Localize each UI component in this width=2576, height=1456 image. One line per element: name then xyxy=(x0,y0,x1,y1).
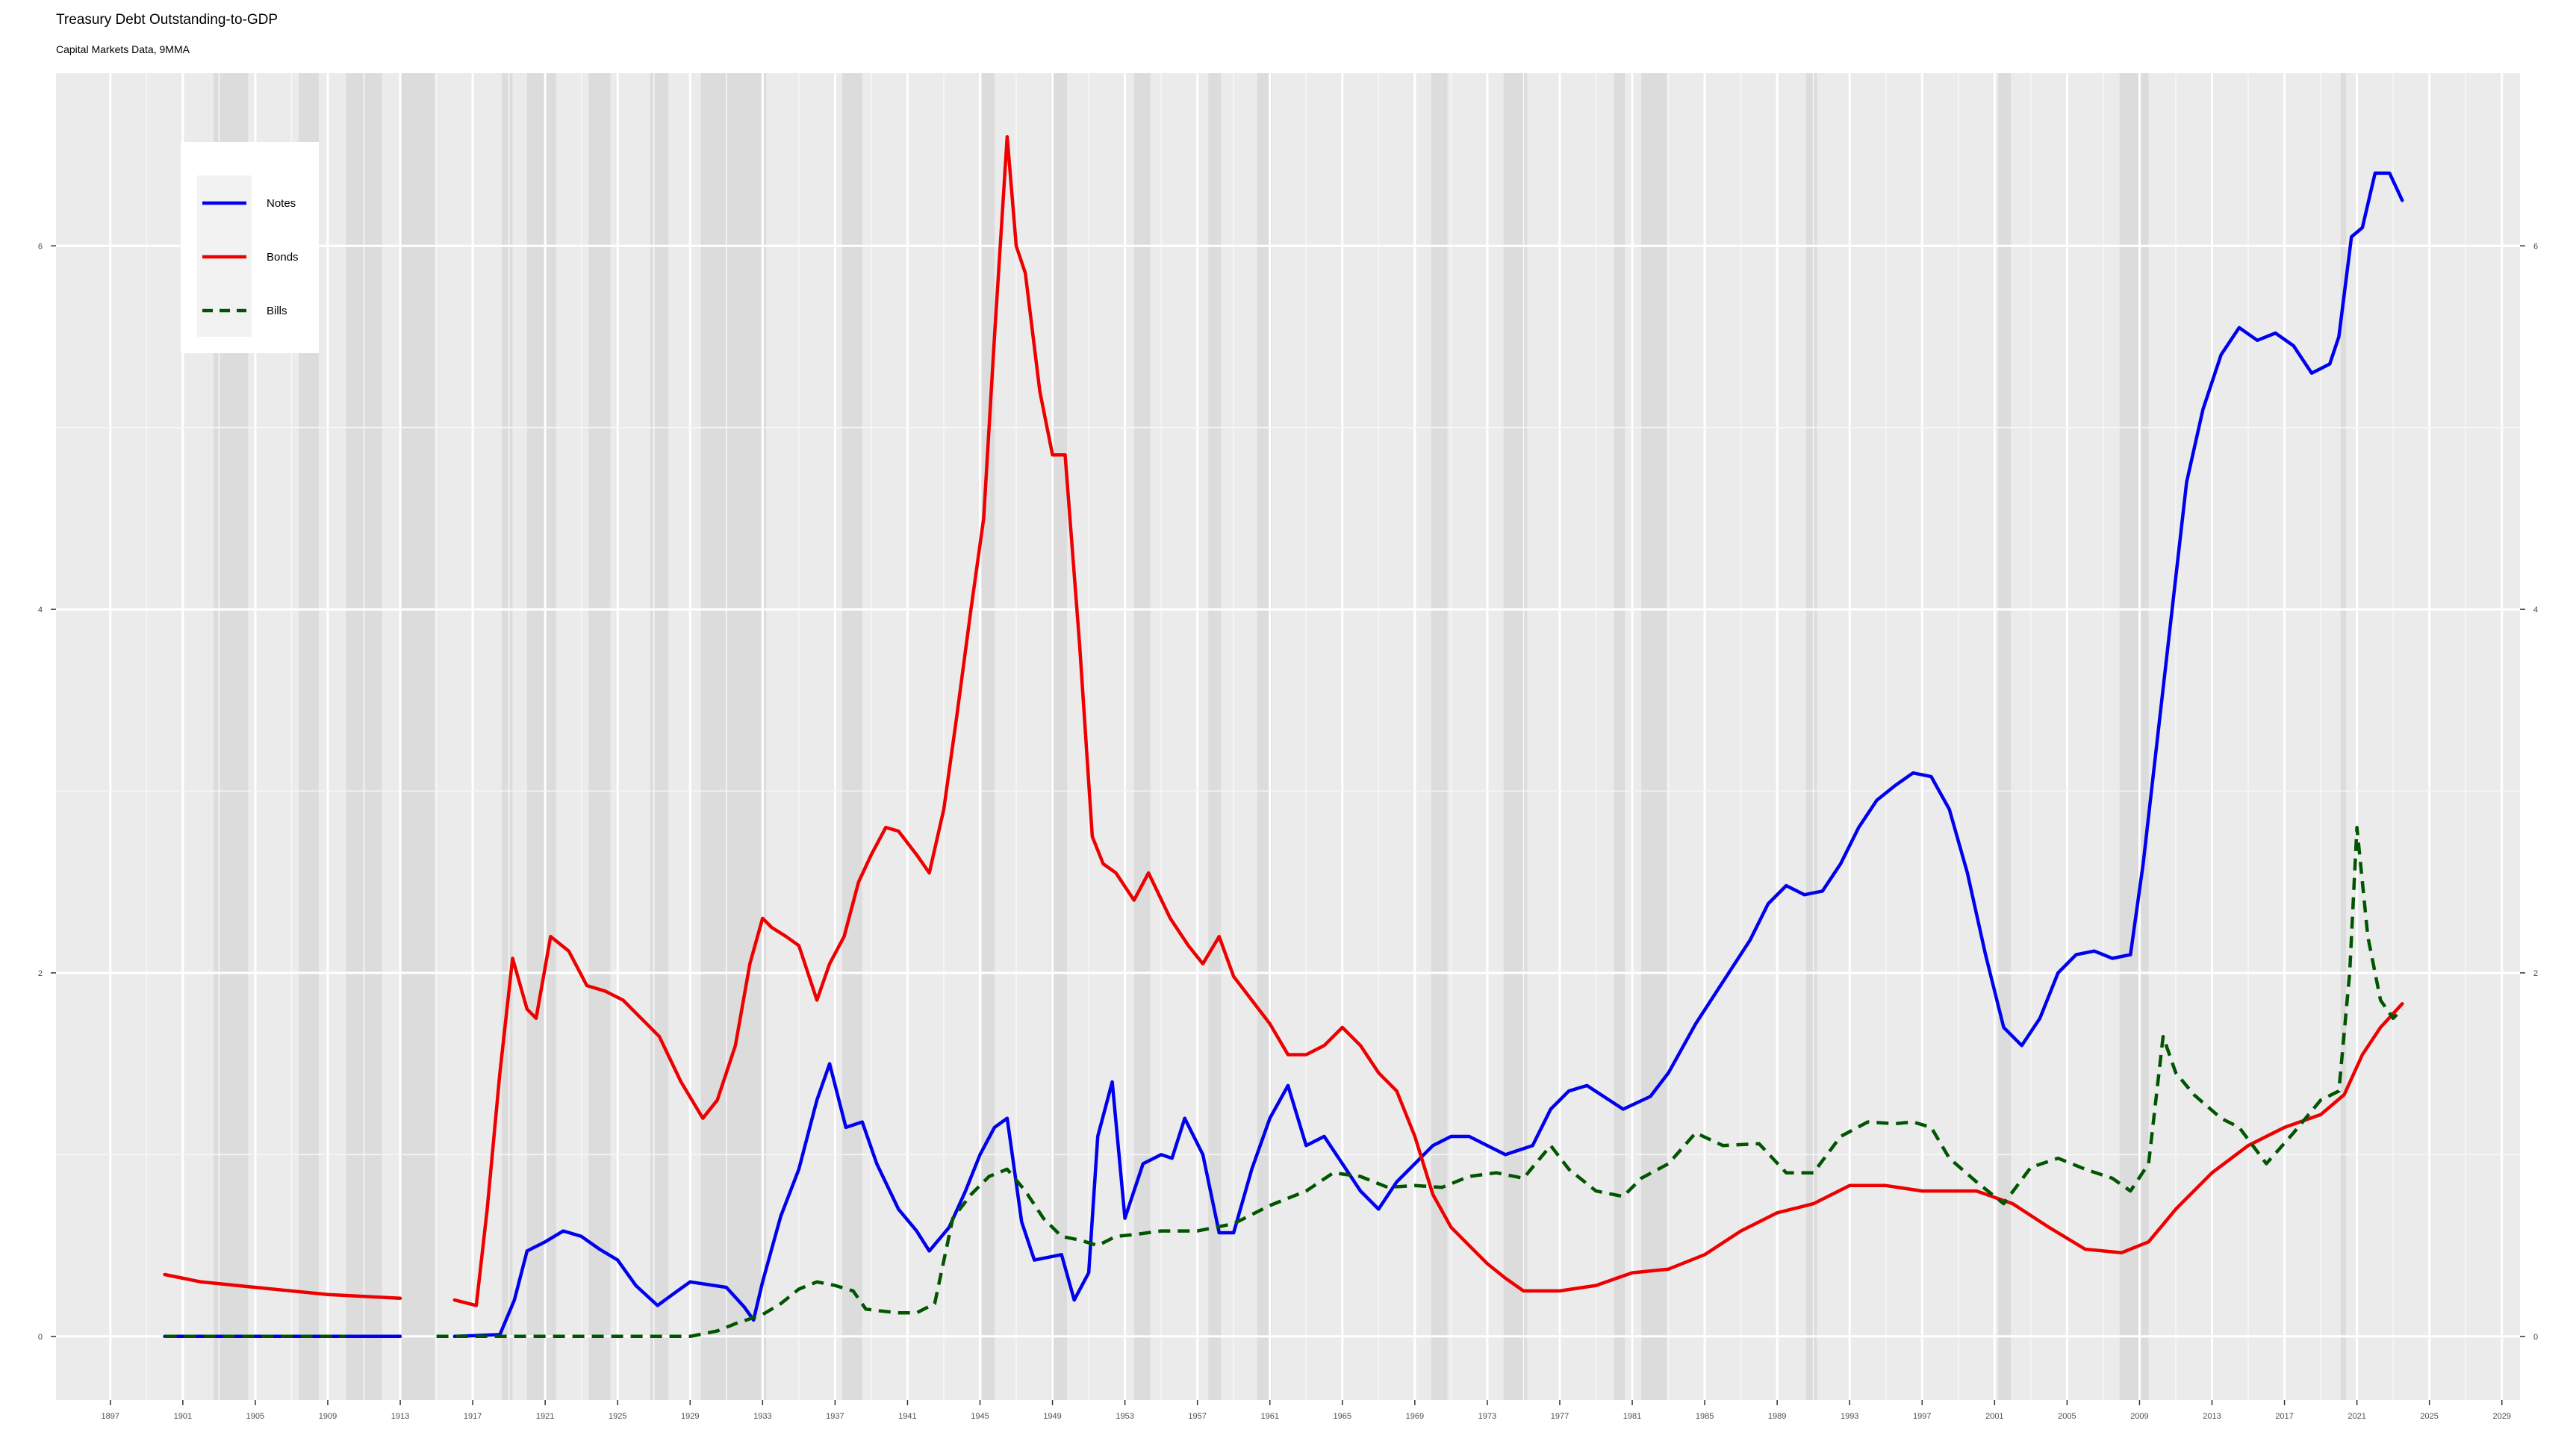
recession-band xyxy=(650,73,669,1400)
recession-band xyxy=(400,73,435,1400)
series-line-bonds xyxy=(163,134,2404,1307)
chart-subtitle: Capital Markets Data, 9MMA xyxy=(56,43,190,55)
y-tick-label-left: 2 xyxy=(38,969,43,978)
x-tick-label: 1985 xyxy=(1696,1412,1714,1421)
recession-band xyxy=(1641,73,1667,1400)
x-tick-label: 2021 xyxy=(2348,1412,2365,1421)
y-tick-label-right: 0 xyxy=(2533,1333,2538,1342)
x-tick-label: 1949 xyxy=(1043,1412,1061,1421)
legend-label-bills: Bills xyxy=(267,305,287,317)
x-tick-label: 1973 xyxy=(1478,1412,1496,1421)
x-tick-label: 1933 xyxy=(753,1412,771,1421)
x-tick-label: 2001 xyxy=(1985,1412,2003,1421)
legend-label-bonds: Bonds xyxy=(267,251,299,264)
recession-band xyxy=(588,73,611,1400)
x-tick-label: 1961 xyxy=(1260,1412,1278,1421)
recession-band xyxy=(1431,73,1448,1400)
series-line-bills xyxy=(164,825,2404,1339)
x-tick-label: 1981 xyxy=(1623,1412,1641,1421)
x-tick-label: 1909 xyxy=(319,1412,337,1421)
recession-band xyxy=(526,73,556,1400)
y-tick-label-left: 4 xyxy=(38,606,43,615)
recession-band xyxy=(2340,73,2347,1400)
x-tick-label: 1941 xyxy=(898,1412,916,1421)
x-tick-label: 2017 xyxy=(2275,1412,2293,1421)
y-tick-label-right: 4 xyxy=(2533,606,2538,615)
legend-label-notes: Notes xyxy=(267,197,296,210)
x-tick-label: 1921 xyxy=(536,1412,554,1421)
legend: Notes Bonds Bills xyxy=(181,142,319,353)
recession-band xyxy=(1257,73,1272,1400)
y-tick-label-right: 6 xyxy=(2533,242,2538,251)
recession-band xyxy=(1051,73,1067,1400)
axes: 1897 1901 1905 1909 1913 1917 1921 1925 1929 1933… xyxy=(38,242,2538,1421)
x-tick-label: 1997 xyxy=(1913,1412,1931,1421)
x-tick-label: 1957 xyxy=(1188,1412,1206,1421)
x-tick-label: 1905 xyxy=(246,1412,264,1421)
x-tick-label: 1953 xyxy=(1116,1412,1133,1421)
x-tick-label: 1965 xyxy=(1334,1412,1351,1421)
x-tick-label: 1977 xyxy=(1551,1412,1569,1421)
x-tick-label: 1925 xyxy=(609,1412,626,1421)
x-tick-label: 1897 xyxy=(102,1412,119,1421)
y-tick-label-right: 2 xyxy=(2533,969,2538,978)
recession-band xyxy=(2119,73,2149,1400)
x-tick-label: 1929 xyxy=(681,1412,699,1421)
x-tick-label: 2013 xyxy=(2203,1412,2221,1421)
x-tick-label: 2029 xyxy=(2492,1412,2510,1421)
x-tick-label: 1993 xyxy=(1841,1412,1858,1421)
recession-band xyxy=(842,73,862,1400)
recession-band xyxy=(1208,73,1222,1400)
x-tick-label: 1969 xyxy=(1406,1412,1424,1421)
recession-band xyxy=(1998,73,2012,1400)
recession-band xyxy=(1805,73,1817,1400)
x-tick-label: 2005 xyxy=(2058,1412,2076,1421)
x-tick-label: 1937 xyxy=(826,1412,844,1421)
y-tick-label-left: 0 xyxy=(38,1333,43,1342)
x-tick-label: 1917 xyxy=(464,1412,482,1421)
chart-title: Treasury Debt Outstanding-to-GDP xyxy=(56,12,279,28)
gridlines xyxy=(56,73,2520,1400)
x-tick-label: 1945 xyxy=(971,1412,989,1421)
x-tick-label: 1901 xyxy=(174,1412,192,1421)
recession-band xyxy=(1614,73,1625,1400)
recession-band xyxy=(1133,73,1151,1400)
x-tick-label: 2025 xyxy=(2420,1412,2438,1421)
y-tick-label-left: 6 xyxy=(38,242,43,251)
x-tick-label: 1989 xyxy=(1768,1412,1786,1421)
series-lines xyxy=(163,134,2404,1339)
recession-band xyxy=(700,73,767,1400)
x-tick-label: 2009 xyxy=(2130,1412,2148,1421)
recession-band xyxy=(981,73,995,1400)
x-tick-label: 1913 xyxy=(391,1412,409,1421)
recession-band xyxy=(501,73,513,1400)
